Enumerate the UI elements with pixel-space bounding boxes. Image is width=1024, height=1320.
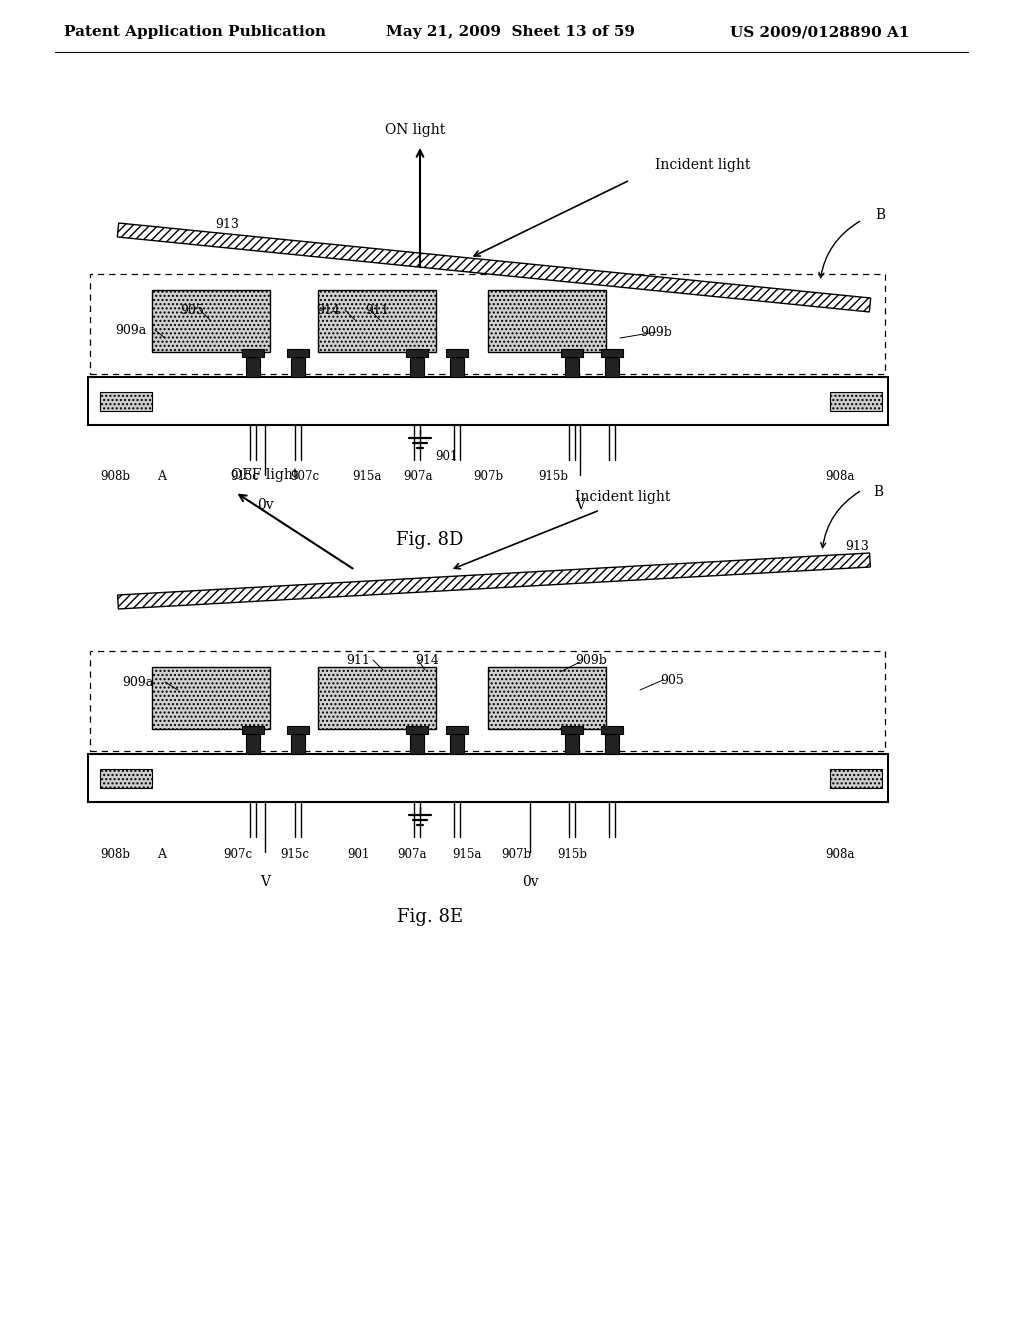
Text: 907a: 907a [397,847,427,861]
Text: 909a: 909a [115,323,146,337]
Text: 909b: 909b [640,326,672,338]
Text: 915b: 915b [538,470,568,483]
Text: B: B [874,209,885,222]
Text: Incident light: Incident light [655,158,751,172]
Bar [406,348,428,356]
Text: May 21, 2009  Sheet 13 of 59: May 21, 2009 Sheet 13 of 59 [385,25,635,40]
Text: 915a: 915a [453,847,481,861]
Bar [246,356,260,378]
Bar [287,726,309,734]
Text: V: V [575,498,585,512]
Text: Fig. 8D: Fig. 8D [396,531,464,549]
Text: 908b: 908b [100,470,130,483]
Bar [830,770,882,788]
Text: 913: 913 [845,540,869,553]
Text: 915b: 915b [557,847,587,861]
Text: 908b: 908b [100,847,130,861]
Text: 907c: 907c [223,847,253,861]
Bar [410,356,424,378]
Text: 901: 901 [347,847,370,861]
Text: 905: 905 [660,673,684,686]
Bar [565,356,579,378]
Bar [406,726,428,734]
Bar [561,348,583,356]
Bar [90,275,885,374]
Bar [488,290,606,352]
Polygon shape [118,553,870,609]
Text: 911: 911 [346,653,370,667]
Polygon shape [118,223,870,312]
Text: 909b: 909b [575,653,607,667]
Bar [410,734,424,754]
Bar [88,754,888,803]
Text: Incident light: Incident light [575,490,671,504]
Text: 915a: 915a [352,470,382,483]
Bar [605,356,618,378]
Bar [287,348,309,356]
Text: 907b: 907b [501,847,531,861]
Text: B: B [873,484,883,499]
Text: 908a: 908a [825,847,855,861]
Bar [242,726,264,734]
Bar [605,734,618,754]
Text: V: V [260,875,270,888]
Bar [446,726,468,734]
Text: 914: 914 [415,653,439,667]
Bar [152,290,270,352]
Bar [291,356,305,378]
Text: US 2009/0128890 A1: US 2009/0128890 A1 [730,25,909,40]
Bar [242,348,264,356]
Text: 0v: 0v [521,875,539,888]
Text: Fig. 8E: Fig. 8E [397,908,463,927]
Bar [830,392,882,411]
Bar [246,734,260,754]
Text: Patent Application Publication: Patent Application Publication [63,25,326,40]
Text: 915c: 915c [230,470,259,483]
Bar [90,651,885,751]
Text: 905: 905 [180,304,204,317]
Bar [318,290,436,352]
Bar [88,378,888,425]
Text: 908a: 908a [825,470,855,483]
Bar [601,348,623,356]
Text: 915c: 915c [281,847,309,861]
Text: A: A [158,470,167,483]
Bar [601,726,623,734]
Text: 909a: 909a [122,676,154,689]
Text: 907a: 907a [403,470,433,483]
Bar [152,667,270,729]
Text: 907b: 907b [473,470,503,483]
Bar [488,667,606,729]
Bar [565,734,579,754]
Text: ON light: ON light [385,123,445,137]
Bar [291,734,305,754]
Bar [561,726,583,734]
Bar [446,348,468,356]
Text: 911: 911 [365,304,389,317]
Bar [100,392,152,411]
Bar [450,734,464,754]
Text: 907c: 907c [291,470,319,483]
Text: 914: 914 [316,304,340,317]
Bar [450,356,464,378]
Text: OFF light: OFF light [231,469,299,482]
Bar [318,667,436,729]
Bar [100,770,152,788]
Text: 0v: 0v [257,498,273,512]
Text: 913: 913 [215,219,239,231]
Text: 901: 901 [435,450,457,463]
Text: A: A [158,847,167,861]
